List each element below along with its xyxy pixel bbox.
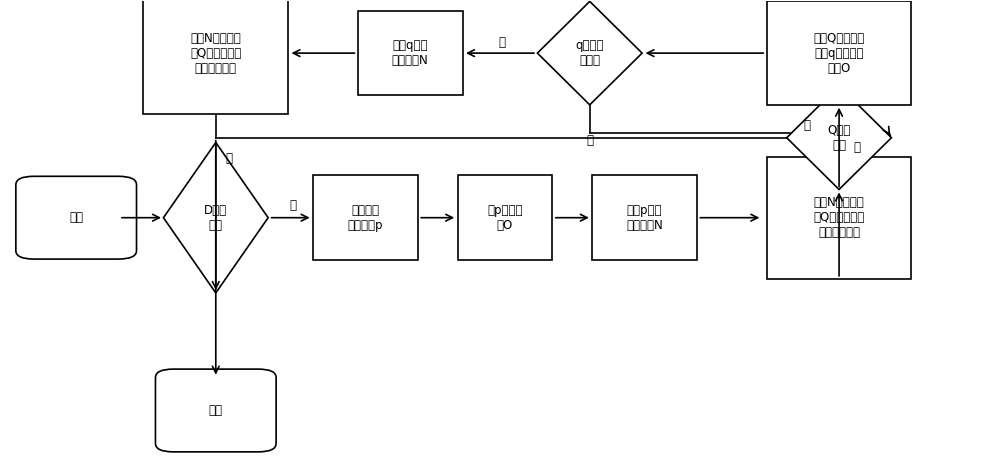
Text: D是否
为空: D是否 为空 [204,204,227,232]
FancyBboxPatch shape [458,175,552,260]
Text: 否: 否 [854,140,861,154]
Text: 否: 否 [289,200,296,212]
Text: 将p加入队
列O: 将p加入队 列O [487,204,523,232]
Text: 取出一个
核心对象p: 取出一个 核心对象p [348,204,383,232]
FancyBboxPatch shape [16,176,137,259]
FancyBboxPatch shape [313,175,418,260]
Text: 开始: 开始 [69,211,83,224]
Text: 否: 否 [586,133,593,147]
Text: 获取q的邻
域对象点N: 获取q的邻 域对象点N [392,39,429,67]
Text: 获取p的邻
域对象点N: 获取p的邻 域对象点N [626,204,663,232]
Text: 是: 是 [804,120,811,132]
Text: 取出Q中的第一
个点q，并加入
队列O: 取出Q中的第一 个点q，并加入 队列O [813,32,865,75]
FancyBboxPatch shape [767,157,911,279]
Text: 所有N点加入队
列Q，并按可达
距离升序排列: 所有N点加入队 列Q，并按可达 距离升序排列 [190,32,241,75]
FancyBboxPatch shape [767,1,911,105]
Polygon shape [787,86,891,190]
FancyBboxPatch shape [143,0,288,114]
FancyBboxPatch shape [358,11,463,96]
Polygon shape [163,142,268,293]
FancyBboxPatch shape [592,175,697,260]
FancyBboxPatch shape [155,369,276,452]
Text: q是否为
核心点: q是否为 核心点 [576,39,604,67]
Text: 所有N点加入队
列Q，并按可达
距离升序排列: 所有N点加入队 列Q，并按可达 距离升序排列 [813,196,865,239]
Text: 是: 是 [225,152,232,166]
Text: Q是否
为空: Q是否 为空 [827,124,851,152]
Text: 是: 是 [498,36,505,49]
Polygon shape [537,1,642,105]
Text: 结束: 结束 [209,404,223,417]
